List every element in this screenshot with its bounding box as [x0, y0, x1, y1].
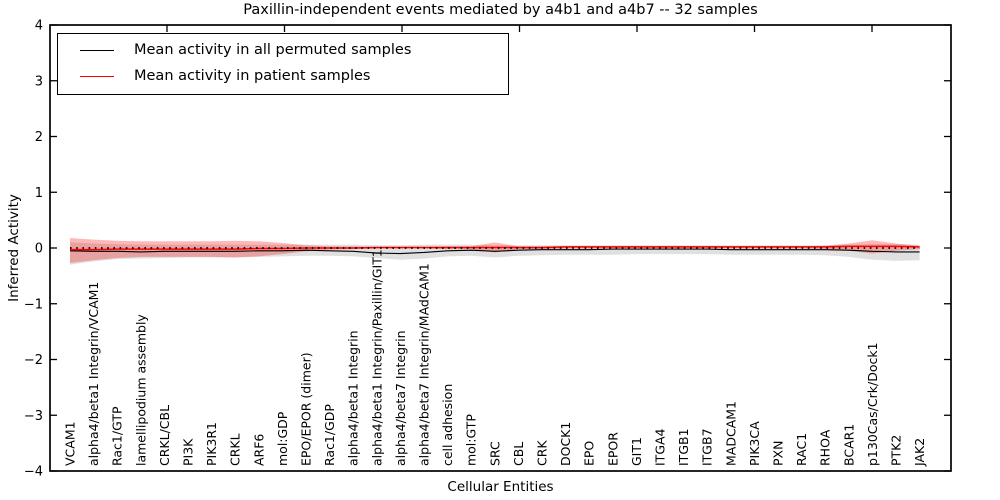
x-category-label: alpha4/beta1 Integrin — [346, 330, 361, 466]
legend-label-patient: Mean activity in patient samples — [134, 68, 371, 84]
x-category-label: Rac1/GTP — [110, 406, 125, 466]
x-category-label: ITGB1 — [676, 428, 691, 466]
x-category-label: EPOR — [605, 432, 620, 466]
y-tick-label: 1 — [35, 186, 43, 201]
legend-entry-patient: Mean activity in patient samples — [66, 67, 500, 86]
x-category-label: EPO — [582, 441, 597, 466]
x-category-label: CRK — [535, 440, 550, 466]
y-tick-label: 2 — [35, 130, 43, 145]
y-tick-label: 4 — [35, 19, 43, 34]
y-tick-label: −2 — [24, 353, 43, 368]
y-tick-label: 3 — [35, 74, 43, 89]
x-category-label: SRC — [487, 441, 502, 466]
y-tick-label: −3 — [24, 409, 43, 424]
permuted-line-swatch-icon — [80, 50, 114, 51]
x-category-label: cell adhesion — [440, 384, 455, 466]
x-category-label: ITGB7 — [700, 428, 715, 466]
x-category-label: MADCAM1 — [723, 401, 738, 466]
x-category-label: mol:GTP — [464, 414, 479, 466]
legend-label-permuted: Mean activity in all permuted samples — [134, 42, 412, 58]
x-category-label: CRKL/CBL — [157, 405, 172, 466]
x-category-label: alpha4/beta7 Integrin — [393, 330, 408, 466]
x-category-label: p130Cas/Crk/Dock1 — [865, 342, 880, 466]
x-category-label: ITGA4 — [653, 428, 668, 466]
x-category-label: CBL — [511, 442, 526, 466]
x-category-label: alpha4/beta1 Integrin/Paxillin/GIT1 — [369, 249, 384, 466]
x-category-label: PIK3CA — [747, 421, 762, 466]
x-category-label: mol:GDP — [275, 411, 290, 466]
x-category-label: JAK2 — [912, 438, 927, 467]
legend: Mean activity in all permuted samples Me… — [57, 33, 509, 95]
series-line-patient — [70, 245, 920, 251]
chart-title: Paxillin-independent events mediated by … — [243, 2, 758, 18]
x-category-label: Rac1/GDP — [322, 404, 337, 466]
x-category-label: EPO/EPOR (dimer) — [299, 352, 314, 466]
x-category-label: PIK3R1 — [204, 422, 219, 466]
x-category-label: RHOA — [818, 429, 833, 466]
legend-entry-permuted: Mean activity in all permuted samples — [66, 41, 500, 60]
x-category-label: DOCK1 — [558, 422, 573, 466]
x-category-label: PTK2 — [889, 435, 904, 466]
x-category-label: alpha4/beta7 Integrin/MAdCAM1 — [417, 263, 432, 466]
patient-line-swatch-icon — [80, 76, 114, 77]
x-category-label: alpha4/beta1 Integrin/VCAM1 — [86, 282, 101, 466]
x-category-label: ARF6 — [251, 434, 266, 466]
confidence-band-patient — [70, 237, 920, 264]
x-category-label: PXN — [771, 441, 786, 466]
y-tick-label: −4 — [24, 465, 43, 480]
x-category-label: PI3K — [181, 438, 196, 466]
x-category-label: BCAR1 — [841, 424, 856, 466]
x-category-label: RAC1 — [794, 433, 809, 466]
y-tick-label: 0 — [35, 242, 43, 257]
y-tick-label: −1 — [24, 297, 43, 312]
series-line-permuted — [69, 248, 920, 255]
x-axis-label: Cellular Entities — [447, 479, 554, 495]
x-category-label: CRKL — [228, 433, 243, 466]
x-category-label: GIT1 — [629, 437, 644, 466]
x-category-label: lamellipodium assembly — [133, 314, 148, 466]
x-category-label: VCAM1 — [63, 421, 78, 466]
